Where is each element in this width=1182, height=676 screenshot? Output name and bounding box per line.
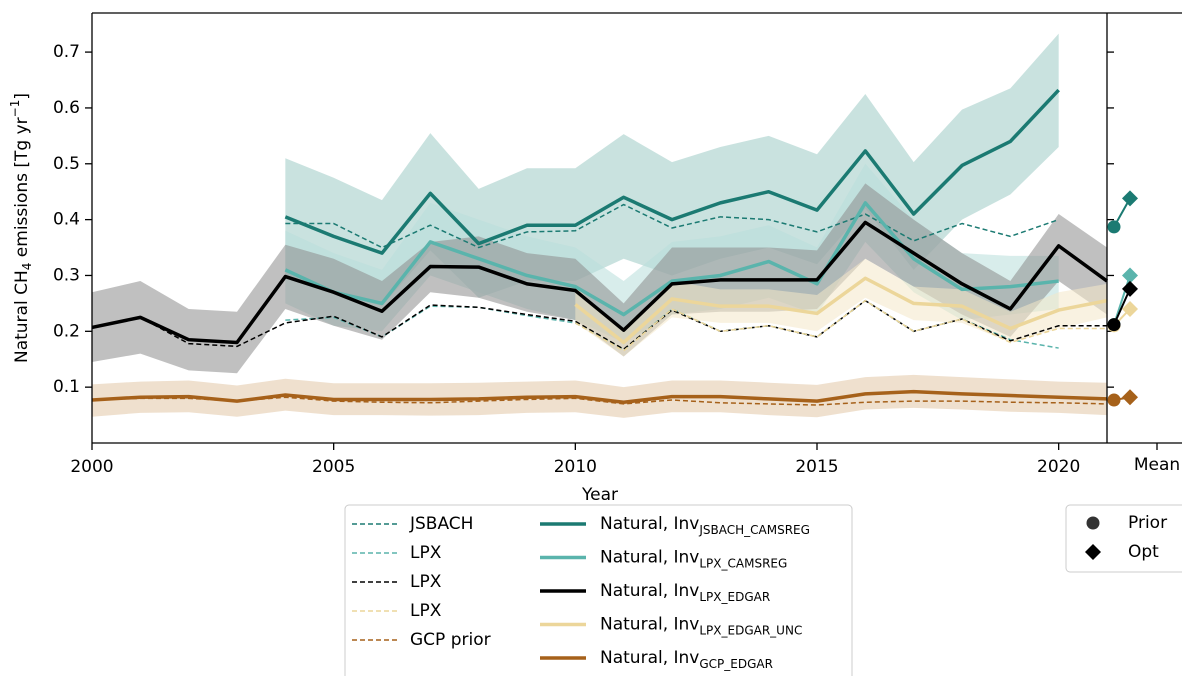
prior-line [285, 203, 1059, 249]
legend-label-subscript: LPX_CAMSREG [699, 556, 787, 570]
x-tick-label: 2015 [795, 457, 838, 477]
legend-label: JSBACH [409, 514, 473, 534]
y-axis-label-part: ] [12, 93, 32, 100]
legend-label-subscript: LPX_EDGAR [699, 590, 770, 604]
legend-label: LPX [410, 543, 442, 563]
inversion-line [284, 201, 1059, 317]
mean-connector [1113, 288, 1131, 326]
uncertainty-band [575, 258, 1107, 357]
legend-label: Natural, InvGCP_EDGAR [600, 648, 773, 671]
prior-mean-point [1107, 318, 1121, 332]
opt-mean-point [1122, 267, 1138, 284]
y-axis-label-part: Natural CH [12, 270, 32, 363]
prior-line [574, 299, 1107, 352]
plot-area [91, 33, 1109, 418]
legend-label: LPX [410, 601, 442, 621]
legend-label: Natural, InvLPX_EDGAR_UNC [600, 615, 802, 638]
uncertainty-band [92, 374, 1107, 418]
y-axis-label-part: 4 [20, 263, 34, 271]
prior-mean-point [1107, 220, 1121, 234]
legend-label-text: LPX [410, 601, 442, 621]
inversion-line [91, 389, 1108, 404]
opt-mean-point [1122, 280, 1138, 297]
y-tick-label: 0.4 [53, 210, 80, 230]
y-axis-label-part: −1 [8, 100, 22, 118]
legend-label-subscript: GCP_EDGAR [699, 657, 773, 671]
legend-label-text: LPX [410, 543, 442, 563]
y-tick-label: 0.3 [53, 265, 80, 285]
legend-label: Natural, InvLPX_CAMSREG [600, 548, 787, 571]
y-tick-label: 0.6 [53, 98, 80, 118]
uncertainty-band [92, 183, 1107, 374]
prior-mean-point [1107, 393, 1121, 407]
legend-label-subscript: JSBACH_CAMSREG [698, 523, 810, 537]
x-axis-label: Year [581, 485, 618, 505]
x-tick-label: 2010 [554, 457, 597, 477]
legend-marker [1086, 516, 1100, 530]
x-tick-label: 2000 [70, 457, 113, 477]
y-tick-label: 0.2 [53, 321, 80, 341]
prior-line [91, 299, 1107, 350]
inversion-line [284, 88, 1060, 255]
legend-label: Natural, InvLPX_EDGAR [600, 581, 770, 604]
y-tick-label: 0.5 [53, 154, 80, 174]
opt-mean-point [1122, 190, 1138, 207]
legend-label: LPX [410, 572, 442, 592]
opt-mean-point [1122, 389, 1138, 406]
inversion-line [91, 220, 1109, 345]
legend-label-text: Natural, Inv [600, 514, 699, 534]
y-axis-label-part: emissions [Tg yr [12, 117, 32, 262]
y-tick-label: 0.7 [53, 42, 80, 62]
legend-label: Opt [1128, 542, 1159, 562]
legend-marker [1085, 544, 1101, 560]
legend-label-text: LPX [410, 572, 442, 592]
legend-box [344, 504, 853, 676]
legend-label: Natural, InvJSBACH_CAMSREG [600, 514, 810, 537]
legend-label: Prior [1128, 513, 1167, 533]
inversion-line [574, 276, 1108, 345]
legend-label-text: JSBACH [409, 514, 473, 534]
x-tick-label: 2020 [1037, 457, 1080, 477]
x-tick-label: 2005 [312, 457, 355, 477]
legend-label-text: GCP prior [410, 630, 491, 650]
x-axis-label: Mean [1134, 455, 1180, 475]
legend-label-text: Natural, Inv [600, 581, 699, 601]
legend-label-text: Natural, Inv [600, 548, 699, 568]
legend-label-text: Natural, Inv [600, 615, 699, 635]
y-tick-label: 0.1 [53, 377, 80, 397]
y-axis-label: Natural CH4 emissions [Tg yr−1] [8, 93, 34, 363]
legend-label-text: Natural, Inv [600, 648, 699, 668]
opt-mean-point [1122, 300, 1138, 317]
legend-label: GCP prior [410, 630, 491, 650]
legend-label-subscript: LPX_EDGAR_UNC [699, 623, 802, 637]
